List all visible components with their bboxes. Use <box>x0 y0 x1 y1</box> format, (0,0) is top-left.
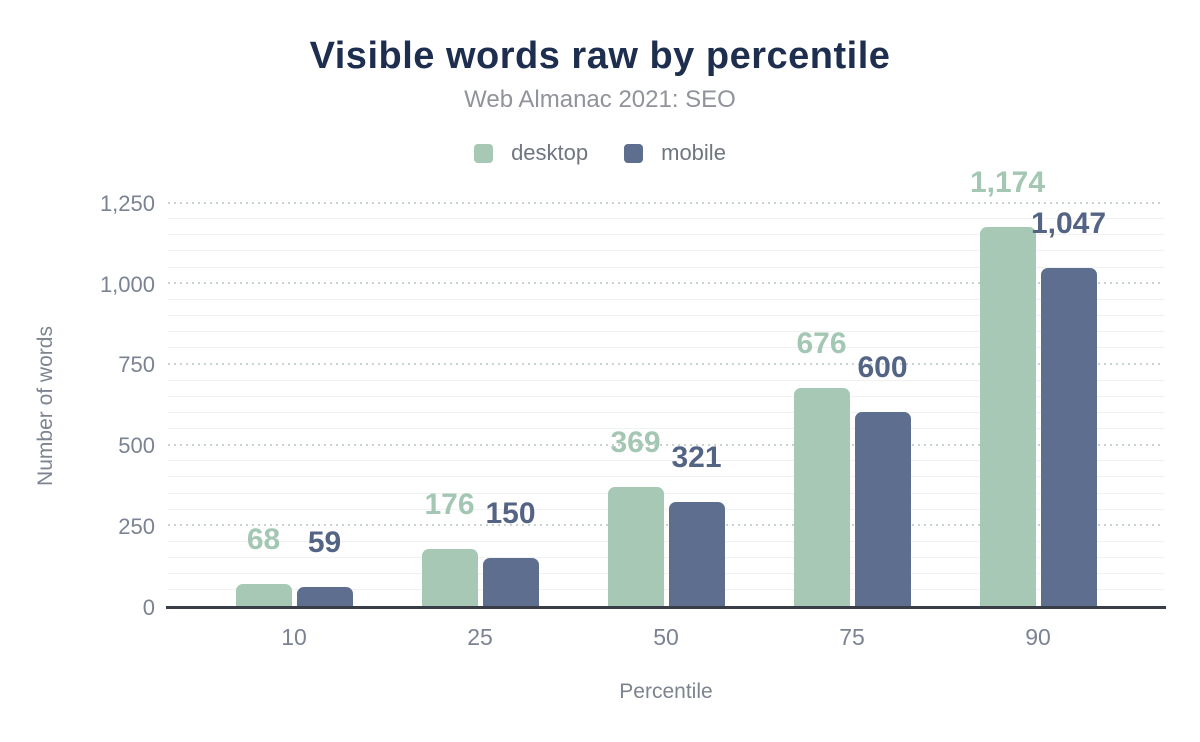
bar-value-label-mobile-p50: 321 <box>671 441 722 474</box>
y-tick-label-1000: 1,000 <box>99 271 155 297</box>
bar-value-label-desktop-p10: 68 <box>246 523 281 556</box>
gridline-minor-600 <box>168 411 1164 413</box>
legend-label-mobile: mobile <box>661 140 726 165</box>
x-tick-label-90: 90 <box>1025 624 1051 650</box>
gridline-minor-1100 <box>168 250 1164 252</box>
bar-mobile-p90[interactable] <box>1040 268 1097 606</box>
bar-value-label-desktop-p25: 176 <box>424 488 475 521</box>
bar-value-label-mobile-p25: 150 <box>485 497 536 530</box>
x-tick-label-75: 75 <box>839 624 865 650</box>
bar-mobile-p75[interactable] <box>854 412 911 606</box>
bar-value-label-mobile-p90: 1,047 <box>1030 207 1107 240</box>
gridline-minor-100 <box>168 573 1164 575</box>
legend-item-desktop: desktop <box>474 140 588 166</box>
gridline-minor-350 <box>168 492 1164 494</box>
bar-mobile-p10[interactable] <box>296 587 353 606</box>
x-tick-label-50: 50 <box>653 624 679 650</box>
y-axis-title: Number of words <box>34 326 57 486</box>
legend-label-desktop: desktop <box>511 140 589 165</box>
x-tick-label-10: 10 <box>281 624 307 650</box>
bar-value-label-mobile-p10: 59 <box>307 526 342 559</box>
gridline-minor-450 <box>168 460 1164 462</box>
gridline-minor-800 <box>168 347 1164 349</box>
chart-title: Visible words raw by percentile <box>309 35 891 77</box>
bar-value-label-desktop-p90: 1,174 <box>969 166 1046 199</box>
y-tick-label-250: 250 <box>118 513 155 539</box>
gridline-minor-700 <box>168 379 1164 381</box>
gridline-minor-900 <box>168 314 1164 316</box>
x-axis-line <box>166 606 1166 609</box>
bar-value-label-mobile-p75: 600 <box>857 351 908 384</box>
bar-desktop-p75[interactable] <box>793 388 850 606</box>
desktop-swatch-icon <box>474 143 494 163</box>
y-tick-label-500: 500 <box>118 433 155 459</box>
gridline-minor-1200 <box>168 218 1164 220</box>
legend: desktop mobile <box>0 140 1200 166</box>
legend-item-mobile: mobile <box>624 140 726 166</box>
gridline-minor-300 <box>168 508 1164 510</box>
bar-desktop-p10[interactable] <box>235 584 292 606</box>
bar-mobile-p50[interactable] <box>668 502 725 606</box>
gridline-minor-150 <box>168 557 1164 559</box>
y-tick-label-750: 750 <box>118 352 155 378</box>
gridline-major-500 <box>168 443 1164 446</box>
gridline-minor-950 <box>168 298 1164 300</box>
bar-desktop-p25[interactable] <box>421 549 478 606</box>
y-tick-label-0: 0 <box>142 594 155 620</box>
gridline-major-1000 <box>168 282 1164 285</box>
gridline-minor-1150 <box>168 234 1164 236</box>
x-axis-title: Percentile <box>619 680 713 703</box>
gridline-major-750 <box>168 362 1164 365</box>
bar-mobile-p25[interactable] <box>482 558 539 606</box>
gridline-minor-850 <box>168 331 1164 333</box>
bar-value-label-desktop-p75: 676 <box>796 327 847 360</box>
gridline-minor-200 <box>168 540 1164 542</box>
mobile-swatch-icon <box>624 143 644 163</box>
gridline-minor-50 <box>168 589 1164 591</box>
bar-value-label-desktop-p50: 369 <box>610 426 661 459</box>
gridline-major-250 <box>168 524 1164 527</box>
chart-subtitle: Web Almanac 2021: SEO <box>464 86 736 113</box>
gridline-minor-400 <box>168 476 1164 478</box>
bar-desktop-p50[interactable] <box>607 487 664 606</box>
gridline-major-1250 <box>168 201 1164 204</box>
gridline-minor-650 <box>168 395 1164 397</box>
x-tick-label-25: 25 <box>467 624 493 650</box>
bar-desktop-p90[interactable] <box>979 227 1036 606</box>
gridline-minor-1050 <box>168 266 1164 268</box>
gridline-minor-550 <box>168 427 1164 429</box>
y-tick-label-1250: 1,250 <box>99 191 155 216</box>
